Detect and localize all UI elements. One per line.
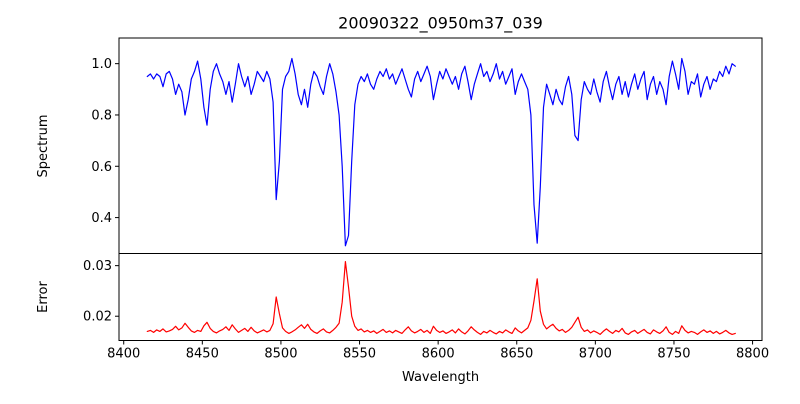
x-tick-label: 8750 — [657, 347, 690, 362]
top-y-tick-label: 1.0 — [91, 57, 112, 72]
spectrum-y-axis-label: Spectrum — [36, 115, 51, 178]
spectrum-line — [146, 57, 736, 247]
plot-area: 1.0 0.8 0.6 0.4 0.03 0.02 8400 8450 8500 8550 8600… — [83, 57, 769, 361]
x-tick-label: 8400 — [107, 347, 140, 362]
top-y-tick-label: 0.8 — [91, 108, 112, 123]
top-y-tick-label: 0.4 — [91, 211, 112, 226]
x-tick-label: 8650 — [500, 347, 533, 362]
plot-title: 20090322_0950m37_039 — [338, 14, 543, 34]
top-y-tick-label: 0.6 — [91, 160, 112, 175]
x-tick-label: 8800 — [736, 347, 769, 362]
spectrum-panel-border — [118, 37, 763, 254]
x-tick-label: 8550 — [343, 347, 376, 362]
error-panel-border — [118, 253, 763, 341]
x-axis-label: Wavelength — [402, 370, 479, 385]
error-y-axis-label: Error — [36, 281, 51, 313]
x-tick-label: 8500 — [264, 347, 297, 362]
error-line — [146, 261, 736, 335]
bottom-y-tick-label: 0.03 — [83, 259, 112, 274]
x-tick-label: 8450 — [186, 347, 219, 362]
x-tick-label: 8700 — [579, 347, 612, 362]
bottom-y-tick-label: 0.02 — [83, 310, 112, 325]
x-tick-label: 8600 — [422, 347, 455, 362]
